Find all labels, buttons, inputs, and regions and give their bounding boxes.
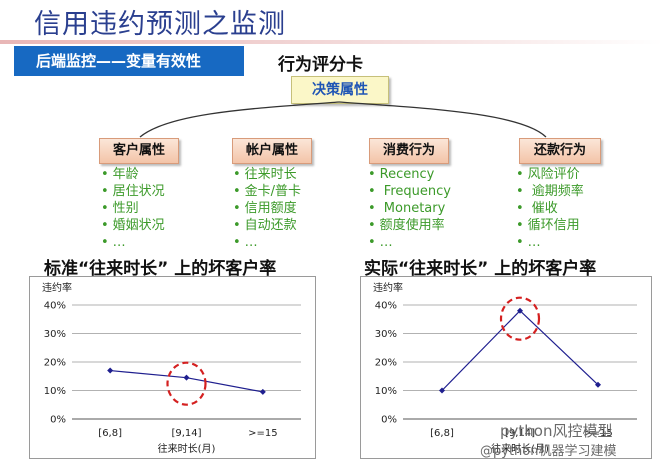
list-item: 风险评价: [516, 166, 584, 183]
y-axis-label: 违约率: [373, 281, 403, 294]
list-item: …: [516, 234, 584, 251]
x-tick-label: [6,8]: [430, 428, 454, 439]
series-line: [110, 369, 263, 393]
y-tick-label: 30%: [375, 329, 397, 340]
x-axis-label: 往来时长(月): [158, 442, 216, 455]
list-item: …: [101, 234, 165, 251]
chart-heading-standard: 标准“往来时长” 上的坏客户率: [44, 259, 277, 279]
data-point: [183, 374, 190, 381]
list-item: 往来时长: [233, 166, 301, 183]
list-item: 居住状况: [101, 183, 165, 200]
watermark-line2: @python机器学习建模: [480, 444, 617, 459]
y-tick-label: 20%: [44, 358, 66, 369]
list-item: 金卡/普卡: [233, 183, 301, 200]
category-repayment-behavior: 还款行为: [519, 138, 601, 164]
list-item: 额度使用率: [368, 217, 451, 234]
scorecard-title: 行为评分卡: [278, 55, 363, 75]
y-tick-label: 30%: [44, 329, 66, 340]
list-item: 婚姻状况: [101, 217, 165, 234]
chart-heading-actual: 实际“往来时长” 上的坏客户率: [364, 259, 597, 279]
watermark-line1: python风控模型: [500, 422, 613, 440]
series-line: [441, 309, 599, 391]
spending-behavior-list: Recency Frequency Monetary 额度使用率 …: [368, 166, 451, 251]
y-tick-label: 20%: [375, 358, 397, 369]
title-rule: [0, 40, 663, 44]
section-label: 后端监控——变量有效性: [14, 46, 244, 76]
y-tick-label: 40%: [44, 301, 66, 312]
repayment-behavior-list: 风险评价 逾期频率 催收 循环信用 …: [516, 166, 584, 251]
line-chart-actual: 违约率 0% 10% 20% 30% 40% [6,8] [9,14] >=15 往来时长(月): [373, 281, 637, 455]
list-item: …: [233, 234, 301, 251]
x-tick-label: >=15: [248, 428, 277, 439]
account-attribute-list: 往来时长 金卡/普卡 信用额度 自动还款 …: [233, 166, 301, 251]
list-item: 年龄: [101, 166, 165, 183]
x-tick-label: >=15: [583, 428, 612, 439]
x-tick-label: [6,8]: [98, 428, 122, 439]
list-item: 循环信用: [516, 217, 584, 234]
highlight-circle: [499, 296, 541, 341]
y-tick-label: 40%: [375, 301, 397, 312]
page-title: 信用违约预测之监测: [34, 9, 286, 40]
x-axis-label: 往来时长(月): [491, 442, 549, 455]
y-tick-label: 10%: [375, 386, 397, 397]
chart-standard: 违约率 0% 10% 20% 30% 40% [6,8] [9,14] >=15 往来时长(月): [29, 276, 316, 459]
decision-attribute-box: 决策属性: [291, 76, 389, 104]
list-item: …: [368, 234, 451, 251]
list-item: Monetary: [368, 200, 451, 217]
data-point: [439, 387, 445, 394]
category-account-attributes: 帐户属性: [232, 138, 312, 164]
data-point: [107, 367, 114, 374]
x-tick-label: [9,14]: [171, 428, 201, 439]
category-customer-attributes: 客户属性: [99, 138, 179, 164]
chart-actual: 违约率 0% 10% 20% 30% 40% [6,8] [9,14] >=15 往来时长(月): [360, 276, 652, 459]
customer-attribute-list: 年龄 居住状况 性别 婚姻状况 …: [101, 166, 165, 251]
y-tick-label: 0%: [381, 415, 397, 426]
data-point: [259, 388, 266, 395]
y-axis-label: 违约率: [42, 281, 72, 294]
list-item: Recency: [368, 166, 451, 183]
line-chart-standard: 违约率 0% 10% 20% 30% 40% [6,8] [9,14] >=15 往来时长(月): [42, 281, 301, 455]
data-point: [517, 307, 523, 314]
list-item: 性别: [101, 200, 165, 217]
highlight-circle: [166, 361, 207, 406]
y-tick-label: 0%: [50, 415, 66, 426]
category-spending-behavior: 消费行为: [369, 138, 449, 164]
data-point: [595, 381, 601, 388]
list-item: 信用额度: [233, 200, 301, 217]
list-item: 逾期频率: [516, 183, 584, 200]
list-item: 催收: [516, 200, 584, 217]
list-item: Frequency: [368, 183, 451, 200]
y-tick-label: 10%: [44, 386, 66, 397]
list-item: 自动还款: [233, 217, 301, 234]
x-tick-label: [9,14]: [505, 428, 535, 439]
